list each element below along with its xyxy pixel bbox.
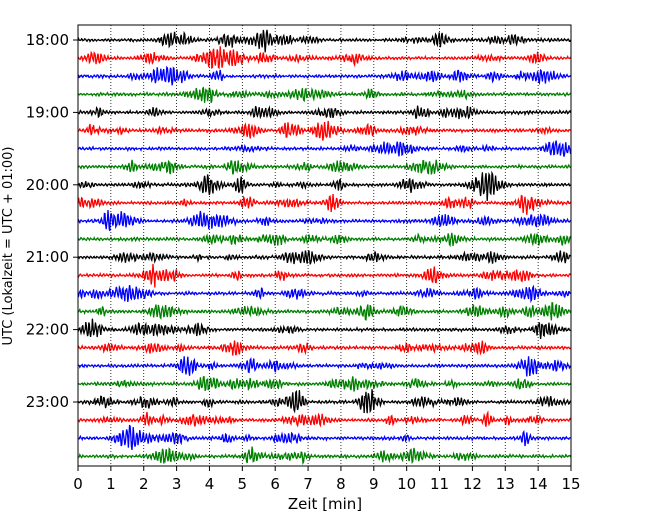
grid-layer [110, 25, 539, 466]
trace-layer [77, 29, 572, 466]
trace-line [77, 446, 572, 466]
x-axis-label: Zeit [min] [288, 495, 362, 513]
x-tick-label: 14 [529, 475, 548, 493]
x-tick-label: 12 [463, 475, 482, 493]
x-tick-label: 7 [303, 475, 313, 493]
trace-line [77, 29, 572, 53]
y-tick-label: 20:00 [26, 176, 69, 194]
x-tick-label: 11 [430, 475, 449, 493]
trace-line [77, 250, 572, 265]
y-tick-label: 18:00 [26, 31, 69, 49]
y-axis: 18:00 19:00 20:00 21:00 22:00 23:00 [26, 31, 78, 411]
trace-line [77, 65, 572, 86]
x-tick-label: 5 [238, 475, 248, 493]
x-tick-label: 1 [106, 475, 116, 493]
trace-line [77, 284, 571, 304]
trace-line [77, 375, 572, 392]
trace-line [77, 193, 572, 215]
x-tick-label: 0 [73, 475, 83, 493]
trace-line [77, 410, 572, 428]
y-axis-label: UTC (Lokalzeit = UTC + 01:00) [1, 147, 16, 346]
x-tick-label: 4 [205, 475, 215, 493]
trace-line [77, 209, 571, 232]
x-tick-label: 3 [172, 475, 182, 493]
trace-line [77, 170, 572, 202]
y-tick-label: 19:00 [26, 103, 69, 121]
x-axis: 0 1 2 3 4 5 6 7 8 9 10 11 12 13 14 15 [73, 466, 581, 493]
y-tick-label: 21:00 [26, 248, 69, 266]
trace-line [77, 46, 572, 70]
x-tick-label: 9 [369, 475, 379, 493]
trace-line [77, 232, 572, 248]
trace-line [77, 389, 572, 414]
trace-line [77, 105, 572, 120]
x-tick-label: 13 [496, 475, 515, 493]
y-tick-label: 22:00 [26, 321, 69, 339]
trace-line [77, 120, 572, 141]
trace-line [77, 318, 571, 340]
x-tick-label: 2 [139, 475, 149, 493]
y-tick-label: 23:00 [26, 393, 69, 411]
trace-line [77, 86, 572, 104]
x-tick-label: 6 [270, 475, 280, 493]
trace-line [77, 302, 572, 321]
trace-line [77, 140, 572, 157]
x-tick-label: 8 [336, 475, 346, 493]
x-tick-label: 10 [397, 475, 416, 493]
trace-line [77, 424, 571, 451]
trace-line [77, 356, 572, 377]
trace-line [77, 340, 572, 356]
trace-line [77, 263, 572, 288]
x-tick-label: 15 [561, 475, 580, 493]
plot-frame [77, 24, 572, 467]
trace-line [77, 159, 572, 175]
